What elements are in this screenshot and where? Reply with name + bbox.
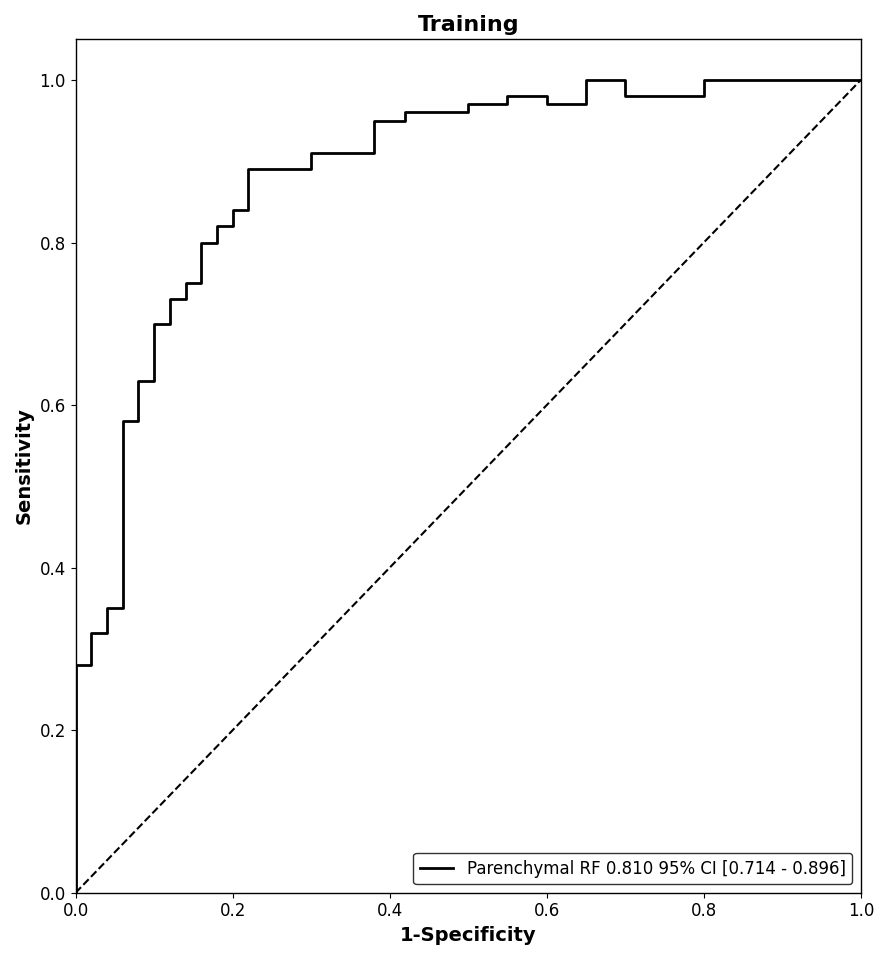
Parenchymal RF 0.810 95% CI [0.714 - 0.896] (369, 147, 380, 158)
Parenchymal RF 0.810 95% CI [0.714 - 0.896] (228, 204, 238, 216)
Line: Parenchymal RF 0.810 95% CI [0.714 - 0.896]: Parenchymal RF 0.810 95% CI [0.714 - 0.8… (76, 80, 861, 893)
Parenchymal RF 0.810 95% CI [0.714 - 0.896] (243, 163, 253, 175)
Parenchymal RF 0.810 95% CI [0.714 - 0.896] (400, 115, 411, 127)
Parenchymal RF 0.810 95% CI [0.714 - 0.896] (212, 237, 222, 249)
Parenchymal RF 0.810 95% CI [0.714 - 0.896] (502, 99, 513, 110)
Parenchymal RF 0.810 95% CI [0.714 - 0.896] (101, 611, 112, 622)
Parenchymal RF 0.810 95% CI [0.714 - 0.896] (86, 643, 97, 655)
Parenchymal RF 0.810 95% CI [0.714 - 0.896] (117, 416, 128, 427)
Parenchymal RF 0.810 95% CI [0.714 - 0.896] (855, 74, 866, 85)
Parenchymal RF 0.810 95% CI [0.714 - 0.896] (400, 107, 411, 118)
Parenchymal RF 0.810 95% CI [0.714 - 0.896] (148, 318, 159, 329)
Parenchymal RF 0.810 95% CI [0.714 - 0.896] (463, 107, 474, 118)
Parenchymal RF 0.810 95% CI [0.714 - 0.896] (70, 773, 81, 784)
Parenchymal RF 0.810 95% CI [0.714 - 0.896] (502, 90, 513, 102)
Parenchymal RF 0.810 95% CI [0.714 - 0.896] (212, 221, 222, 232)
Parenchymal RF 0.810 95% CI [0.714 - 0.896] (581, 74, 591, 85)
Parenchymal RF 0.810 95% CI [0.714 - 0.896] (117, 603, 128, 614)
Parenchymal RF 0.810 95% CI [0.714 - 0.896] (306, 163, 316, 175)
Parenchymal RF 0.810 95% CI [0.714 - 0.896] (180, 277, 191, 289)
Parenchymal RF 0.810 95% CI [0.714 - 0.896] (164, 294, 175, 305)
Parenchymal RF 0.810 95% CI [0.714 - 0.896] (620, 90, 630, 102)
Parenchymal RF 0.810 95% CI [0.714 - 0.896] (699, 74, 709, 85)
Parenchymal RF 0.810 95% CI [0.714 - 0.896] (196, 277, 206, 289)
Parenchymal RF 0.810 95% CI [0.714 - 0.896] (70, 781, 81, 793)
Parenchymal RF 0.810 95% CI [0.714 - 0.896] (133, 383, 144, 395)
Parenchymal RF 0.810 95% CI [0.714 - 0.896] (369, 115, 380, 127)
Parenchymal RF 0.810 95% CI [0.714 - 0.896] (86, 660, 97, 671)
Parenchymal RF 0.810 95% CI [0.714 - 0.896] (228, 221, 238, 232)
Parenchymal RF 0.810 95% CI [0.714 - 0.896] (699, 90, 709, 102)
Parenchymal RF 0.810 95% CI [0.714 - 0.896] (180, 294, 191, 305)
Parenchymal RF 0.810 95% CI [0.714 - 0.896] (101, 603, 112, 614)
Parenchymal RF 0.810 95% CI [0.714 - 0.896] (70, 660, 81, 671)
Parenchymal RF 0.810 95% CI [0.714 - 0.896] (306, 147, 316, 158)
Parenchymal RF 0.810 95% CI [0.714 - 0.896] (164, 318, 175, 329)
Parenchymal RF 0.810 95% CI [0.714 - 0.896] (101, 627, 112, 638)
Parenchymal RF 0.810 95% CI [0.714 - 0.896] (133, 375, 144, 387)
Parenchymal RF 0.810 95% CI [0.714 - 0.896] (463, 99, 474, 110)
Y-axis label: Sensitivity: Sensitivity (15, 408, 34, 524)
Parenchymal RF 0.810 95% CI [0.714 - 0.896] (541, 90, 552, 102)
Parenchymal RF 0.810 95% CI [0.714 - 0.896] (133, 416, 144, 427)
Parenchymal RF 0.810 95% CI [0.714 - 0.896] (581, 99, 591, 110)
Parenchymal RF 0.810 95% CI [0.714 - 0.896] (86, 627, 97, 638)
Parenchymal RF 0.810 95% CI [0.714 - 0.896] (541, 99, 552, 110)
Legend: Parenchymal RF 0.810 95% CI [0.714 - 0.896]: Parenchymal RF 0.810 95% CI [0.714 - 0.8… (413, 853, 853, 884)
Parenchymal RF 0.810 95% CI [0.714 - 0.896] (148, 375, 159, 387)
Title: Training: Training (418, 15, 519, 35)
Parenchymal RF 0.810 95% CI [0.714 - 0.896] (620, 74, 630, 85)
Parenchymal RF 0.810 95% CI [0.714 - 0.896] (196, 237, 206, 249)
Parenchymal RF 0.810 95% CI [0.714 - 0.896] (70, 887, 81, 899)
Parenchymal RF 0.810 95% CI [0.714 - 0.896] (243, 204, 253, 216)
X-axis label: 1-Specificity: 1-Specificity (400, 926, 537, 945)
